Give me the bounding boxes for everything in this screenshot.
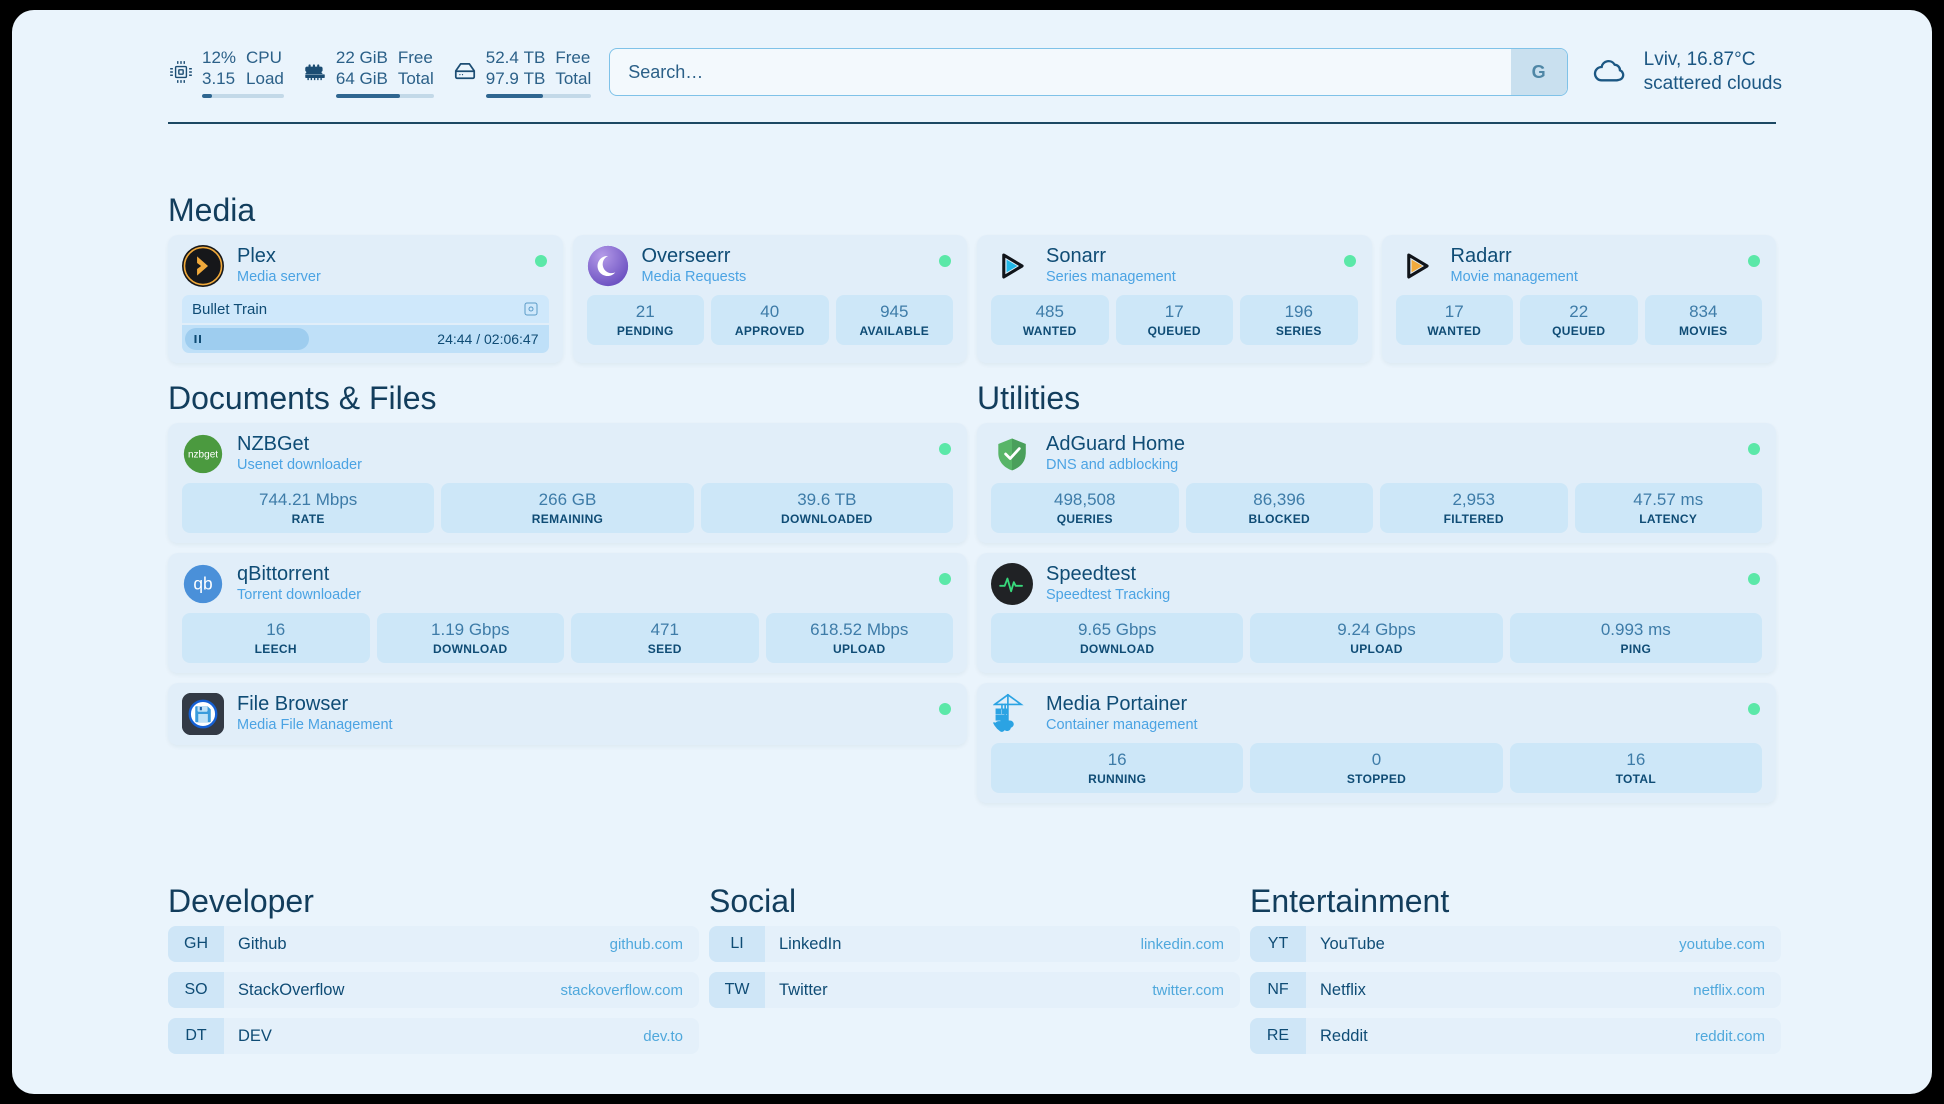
- svg-text:nzbget: nzbget: [188, 450, 218, 461]
- svg-text:qb: qb: [193, 573, 212, 593]
